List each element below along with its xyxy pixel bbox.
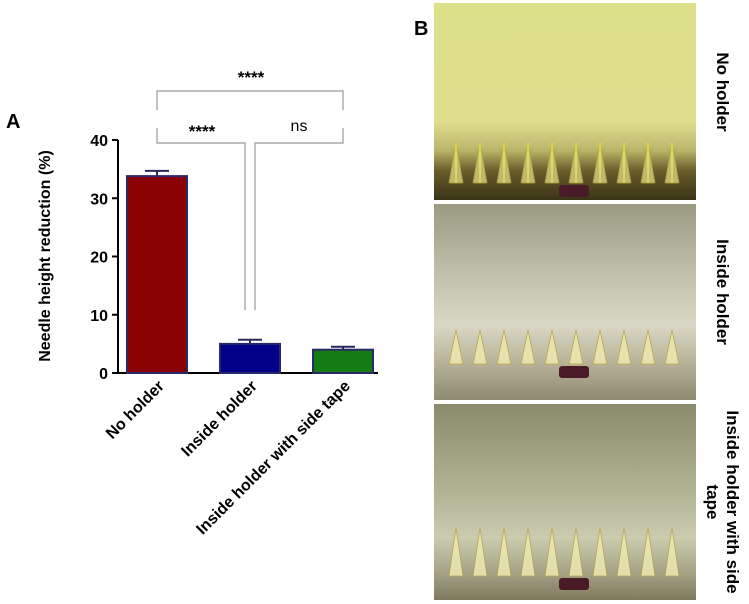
- bar: [312, 348, 374, 375]
- y-tick-label: 20: [90, 250, 108, 267]
- x-tick-label: No holder: [103, 378, 168, 443]
- needle: [664, 329, 680, 365]
- base-blob: [559, 185, 589, 197]
- bracket: [156, 128, 246, 310]
- needle-array: [448, 142, 680, 197]
- needle: [472, 527, 488, 577]
- needle: [568, 527, 584, 577]
- needle: [640, 329, 656, 365]
- base-blob: [559, 578, 589, 590]
- needle: [592, 527, 608, 577]
- micrograph: [434, 404, 696, 600]
- needle: [568, 329, 584, 365]
- panel-b-label: Inside holder with side tape: [703, 410, 742, 594]
- micrograph: [434, 204, 696, 400]
- micrograph: [434, 3, 696, 200]
- needle: [520, 329, 536, 365]
- needle: [592, 329, 608, 365]
- needle: [544, 329, 560, 365]
- needle: [664, 527, 680, 577]
- significance: ****: [238, 68, 265, 87]
- chart: A Needle height reduction (%) **** **** …: [6, 68, 378, 538]
- bar: [219, 342, 281, 374]
- y-tick-label: 0: [99, 366, 108, 383]
- base-blob: [559, 366, 589, 378]
- bracket: [254, 128, 344, 310]
- needle: [520, 527, 536, 577]
- needle: [448, 329, 464, 365]
- x-tick-label: Inside holder with side tape: [193, 378, 353, 538]
- needle: [616, 527, 632, 577]
- needle: [496, 527, 512, 577]
- needle-array: [448, 329, 680, 378]
- needle: [640, 527, 656, 577]
- needle: [496, 329, 512, 365]
- y-tick-label: 10: [90, 308, 108, 325]
- significance: ****: [189, 122, 216, 141]
- bracket: [156, 90, 344, 110]
- panel-label: A: [6, 111, 20, 133]
- needle-array: [448, 527, 680, 590]
- y-axis-label: Needle height reduction (%): [37, 150, 54, 362]
- significance: ns: [291, 118, 308, 135]
- needle: [472, 329, 488, 365]
- needle: [544, 527, 560, 577]
- significance-brackets: [156, 90, 344, 310]
- y-tick-label: 30: [90, 191, 108, 208]
- needle: [448, 527, 464, 577]
- x-tick-label: Inside holder: [178, 378, 260, 460]
- bar: [126, 175, 188, 374]
- panel-b-label: No holder: [713, 51, 732, 132]
- panel-label: B: [414, 18, 429, 40]
- y-tick-label: 40: [90, 133, 108, 150]
- panel-b-label: Inside holder: [713, 239, 732, 345]
- needle: [616, 329, 632, 365]
